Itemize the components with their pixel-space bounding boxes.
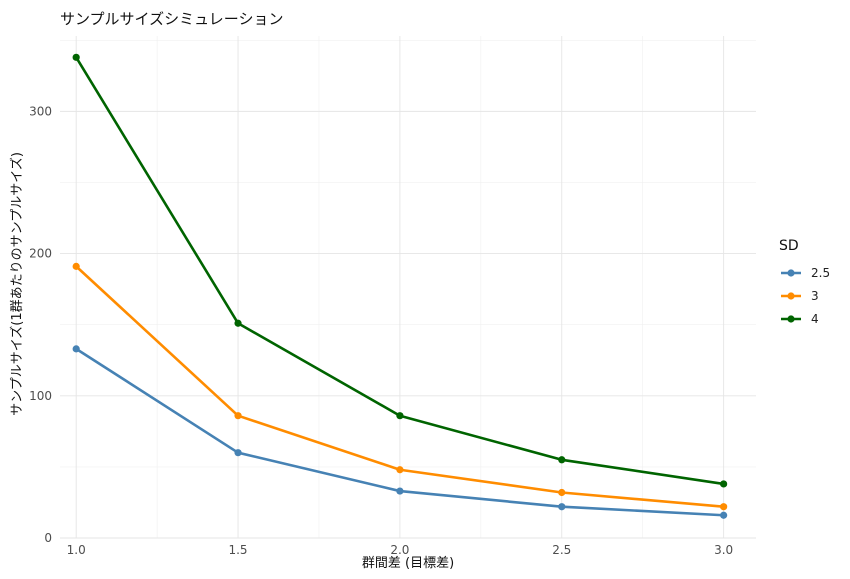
y-tick-label: 300 bbox=[29, 104, 52, 118]
y-tick-label: 100 bbox=[29, 389, 52, 403]
x-tick-label: 2.0 bbox=[390, 543, 409, 557]
legend-items: 2.5 3 4 bbox=[781, 266, 830, 326]
data-point-sd-4 bbox=[234, 319, 242, 327]
data-point-sd-2.5 bbox=[396, 487, 404, 495]
y-tick-label: 0 bbox=[44, 531, 52, 545]
data-point-sd-3 bbox=[558, 488, 566, 497]
y-axis-title: サンプルサイズ(1群あたりのサンプルサイズ) bbox=[9, 152, 25, 416]
legend-key-point bbox=[787, 315, 795, 323]
grid-major bbox=[60, 36, 756, 539]
data-point-sd-4 bbox=[720, 480, 728, 488]
data-point-sd-2.5 bbox=[72, 345, 80, 353]
data-point-sd-2.5 bbox=[558, 503, 566, 511]
grid-minor bbox=[60, 36, 756, 538]
legend-key-point bbox=[787, 269, 795, 277]
legend-label: 2.5 bbox=[811, 266, 830, 280]
data-point-sd-4 bbox=[72, 53, 80, 61]
x-tick-label: 1.5 bbox=[228, 543, 247, 557]
data-point-sd-3 bbox=[234, 412, 242, 420]
legend-label: 4 bbox=[811, 312, 819, 326]
data-point-sd-3 bbox=[720, 503, 728, 511]
data-point-sd-3 bbox=[396, 466, 404, 474]
x-tick-label: 1.0 bbox=[67, 543, 86, 557]
series-layer bbox=[72, 53, 728, 519]
legend-title: SD bbox=[779, 238, 799, 254]
chart-title: サンプルサイズシミュレーション bbox=[60, 10, 284, 28]
legend-label: 3 bbox=[811, 289, 819, 303]
data-point-sd-4 bbox=[396, 412, 404, 420]
data-point-sd-4 bbox=[558, 456, 566, 464]
y-tick-label: 200 bbox=[29, 247, 52, 261]
x-tick-label: 2.5 bbox=[552, 543, 571, 557]
legend: SD 2.5 3 4 bbox=[779, 238, 830, 326]
x-axis-title: 群間差 (目標差) bbox=[362, 556, 454, 571]
data-point-sd-2.5 bbox=[234, 449, 242, 457]
data-point-sd-2.5 bbox=[720, 511, 728, 519]
x-tick-label: 3.0 bbox=[714, 543, 733, 557]
data-point-sd-3 bbox=[72, 262, 80, 270]
ticks-layer: 1.0 1.5 2.0 2.5 3.0 0 100 200 300 bbox=[29, 104, 733, 557]
legend-key-point bbox=[787, 292, 795, 300]
